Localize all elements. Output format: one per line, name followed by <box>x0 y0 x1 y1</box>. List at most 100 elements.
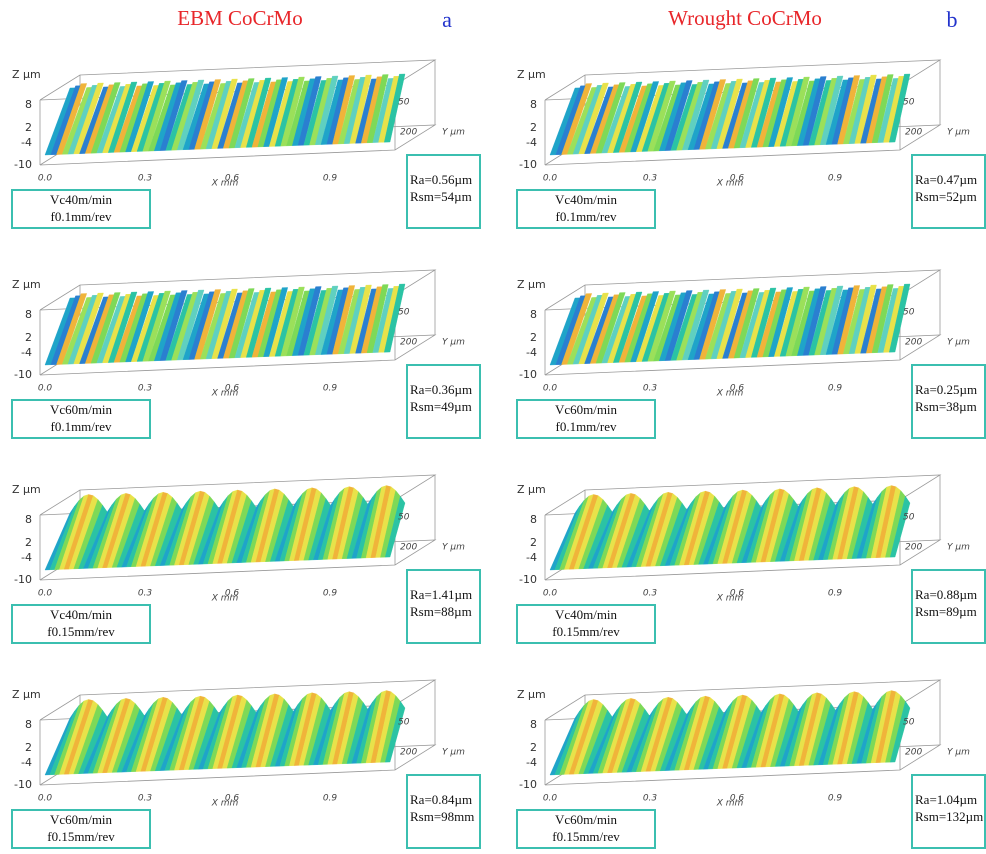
x-tick-label: 0.0 <box>543 794 558 804</box>
z-tick-label: -4 <box>526 346 537 359</box>
z-tick-label: -4 <box>526 551 537 564</box>
z-tick-label: 8 <box>25 513 32 526</box>
z-tick-label: 8 <box>25 308 32 321</box>
z-tick-label: -4 <box>21 756 32 769</box>
z-tick-label: -4 <box>21 551 32 564</box>
ra-value: Ra=0.47µm <box>915 172 977 187</box>
rsm-value: Rsm=89µm <box>915 604 977 619</box>
cutting-speed: Vc40m/min <box>555 192 618 207</box>
cutting-speed: Vc60m/min <box>555 402 618 417</box>
x-tick-label: 0.3 <box>138 794 153 804</box>
y-tick-label: 50 <box>398 718 410 728</box>
rsm-value: Rsm=88µm <box>410 604 472 619</box>
ra-value: Ra=0.25µm <box>915 382 977 397</box>
y-axis-label: Y µm <box>947 748 970 758</box>
cutting-speed: Vc60m/min <box>50 402 113 417</box>
x-tick-label: 0.9 <box>828 589 843 599</box>
y-axis-label: Y µm <box>947 128 970 138</box>
feed-rate: f0.15mm/rev <box>552 829 620 844</box>
z-tick-label: -10 <box>519 778 537 791</box>
rsm-value: Rsm=54µm <box>410 189 472 204</box>
x-tick-label: 0.0 <box>38 384 53 394</box>
z-axis-label: Z µm <box>517 688 546 701</box>
x-tick-label: 0.3 <box>138 384 153 394</box>
ra-value: Ra=0.36µm <box>410 382 472 397</box>
x-axis-label: X mm <box>211 594 239 604</box>
y-axis-label: Y µm <box>442 543 465 553</box>
feed-rate: f0.1mm/rev <box>50 419 112 434</box>
y-axis-label: Y µm <box>947 543 970 553</box>
x-tick-label: 0.3 <box>643 174 658 184</box>
z-tick-label: 2 <box>530 741 537 754</box>
x-tick-label: 0.9 <box>828 794 843 804</box>
z-tick-label: 2 <box>530 536 537 549</box>
x-axis-label: X mm <box>211 179 239 189</box>
ra-value: Ra=1.41µm <box>410 587 472 602</box>
x-tick-label: 0.0 <box>543 174 558 184</box>
y-tick-label: 200 <box>905 748 922 758</box>
feed-rate: f0.15mm/rev <box>47 829 115 844</box>
cutting-speed: Vc40m/min <box>50 192 113 207</box>
x-tick-label: 0.0 <box>38 794 53 804</box>
y-axis-label: Y µm <box>442 338 465 348</box>
x-tick-label: 0.3 <box>643 589 658 599</box>
z-tick-label: -10 <box>519 368 537 381</box>
z-tick-label: -10 <box>519 573 537 586</box>
ra-value: Ra=0.84µm <box>410 792 472 807</box>
x-axis-label: X mm <box>716 594 744 604</box>
rsm-value: Rsm=132µm <box>915 809 983 824</box>
x-tick-label: 0.0 <box>543 384 558 394</box>
z-tick-label: 8 <box>530 718 537 731</box>
column-title: EBM CoCrMo <box>177 6 302 30</box>
y-tick-label: 200 <box>400 338 417 348</box>
x-tick-label: 0.9 <box>323 174 338 184</box>
x-axis-label: X mm <box>211 389 239 399</box>
feed-rate: f0.1mm/rev <box>50 209 112 224</box>
rsm-value: Rsm=98mm <box>410 809 474 824</box>
feed-rate: f0.1mm/rev <box>555 419 617 434</box>
column-title: Wrought CoCrMo <box>668 6 822 30</box>
y-tick-label: 50 <box>398 308 410 318</box>
x-axis-label: X mm <box>716 799 744 809</box>
rsm-value: Rsm=38µm <box>915 399 977 414</box>
z-tick-label: 2 <box>25 741 32 754</box>
y-tick-label: 200 <box>905 543 922 553</box>
ra-value: Ra=0.88µm <box>915 587 977 602</box>
cutting-speed: Vc40m/min <box>555 607 618 622</box>
surface-panel: Z µm82-4-100.00.30.60.9X mm50200Y µmVc60… <box>517 680 985 848</box>
y-tick-label: 50 <box>903 98 915 108</box>
z-tick-label: 8 <box>25 718 32 731</box>
z-axis-label: Z µm <box>12 278 41 291</box>
x-tick-label: 0.9 <box>323 384 338 394</box>
y-tick-label: 50 <box>903 718 915 728</box>
z-tick-label: -10 <box>14 573 32 586</box>
rsm-value: Rsm=49µm <box>410 399 472 414</box>
x-tick-label: 0.3 <box>138 174 153 184</box>
y-tick-label: 50 <box>903 308 915 318</box>
z-tick-label: -4 <box>21 136 32 149</box>
z-tick-label: 8 <box>530 98 537 111</box>
x-tick-label: 0.9 <box>323 794 338 804</box>
x-tick-label: 0.0 <box>38 174 53 184</box>
y-tick-label: 200 <box>400 543 417 553</box>
z-tick-label: -4 <box>526 136 537 149</box>
x-axis-label: X mm <box>716 389 744 399</box>
z-tick-label: 8 <box>530 513 537 526</box>
x-tick-label: 0.9 <box>828 384 843 394</box>
z-tick-label: -4 <box>526 756 537 769</box>
x-tick-label: 0.0 <box>38 589 53 599</box>
y-tick-label: 50 <box>903 513 915 523</box>
z-tick-label: -10 <box>14 778 32 791</box>
x-tick-label: 0.9 <box>323 589 338 599</box>
y-axis-label: Y µm <box>442 748 465 758</box>
z-tick-label: 8 <box>25 98 32 111</box>
y-axis-label: Y µm <box>947 338 970 348</box>
z-tick-label: 2 <box>530 121 537 134</box>
z-axis-label: Z µm <box>517 483 546 496</box>
y-tick-label: 50 <box>398 513 410 523</box>
cutting-speed: Vc60m/min <box>50 812 113 827</box>
